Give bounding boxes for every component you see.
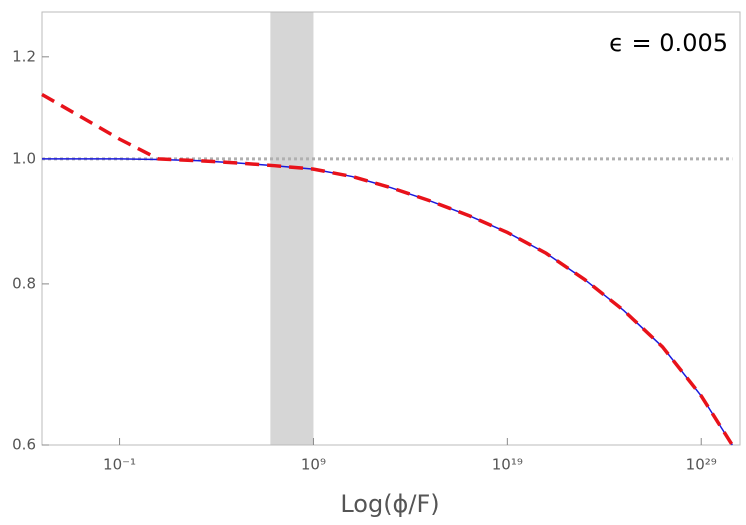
x-tick-label: 10⁹ (301, 456, 326, 474)
y-tick-label: 0.6 (12, 436, 36, 454)
x-axis-label: Log(ϕ/F) (340, 490, 439, 518)
x-tick-label: 10⁻¹ (103, 456, 136, 474)
shaded-band (270, 12, 314, 445)
x-tick-label: 10¹⁹ (492, 456, 523, 474)
series-line (42, 158, 733, 446)
y-tick-label: 0.8 (12, 274, 36, 292)
x-tick-label: 10²⁹ (686, 456, 717, 474)
y-tick-label: 1.2 (12, 47, 36, 65)
y-tick-label: 1.0 (12, 149, 36, 167)
plot-frame (41, 11, 741, 446)
annotation: ϵ = 0.005 (609, 29, 728, 57)
series-line (41, 92, 734, 446)
